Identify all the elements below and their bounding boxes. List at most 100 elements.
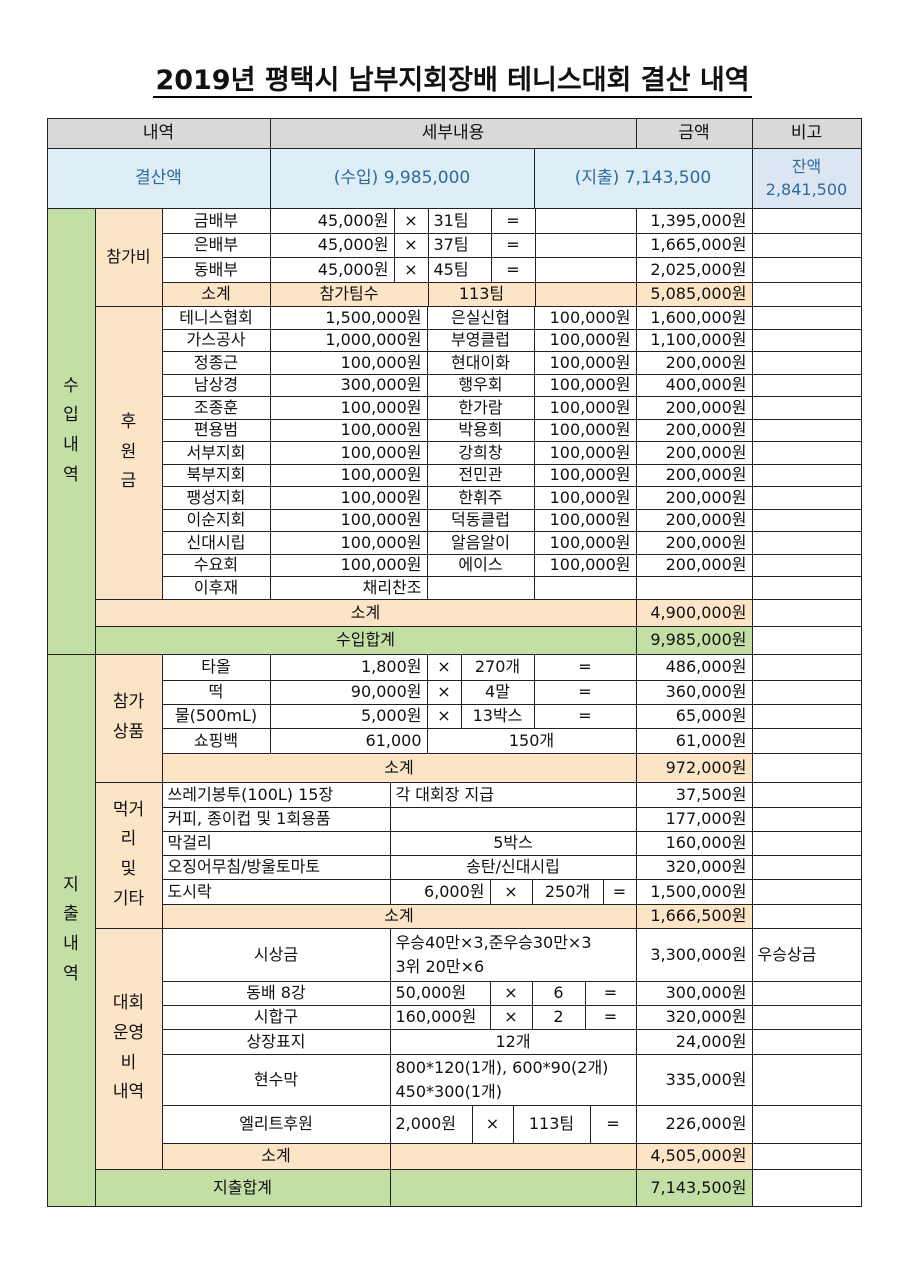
times-sign: × xyxy=(426,679,462,705)
subtotal-label: 소계 xyxy=(161,752,637,783)
sponsor-amount: 1,500,000원 xyxy=(269,305,428,330)
note-cell xyxy=(751,679,862,705)
sponsor-row-total: 200,000원 xyxy=(635,463,753,487)
sponsor-row-total: 200,000원 xyxy=(635,530,753,555)
ops-item-name: 시합구 xyxy=(161,1004,391,1030)
header-item: 내역 xyxy=(46,117,271,149)
sponsor-name: 편용범 xyxy=(161,418,271,442)
sponsor-amount: 100,000원 xyxy=(269,395,428,420)
count: 113팀 xyxy=(512,1104,591,1144)
sponsor-amount: 100,000원 xyxy=(269,485,428,510)
sponsor-name xyxy=(426,575,535,600)
entry-fee-unit: 45,000원 xyxy=(269,256,395,283)
note-cell xyxy=(751,418,862,442)
prize-item-name: 물(500mL) xyxy=(161,703,271,729)
team-count-label: 참가팀수 xyxy=(269,281,429,307)
food-item-amount: 320,000원 xyxy=(635,854,753,880)
entry-fee-unit: 45,000원 xyxy=(269,207,395,234)
times-sign: × xyxy=(393,207,429,234)
sponsor-name: 신대시립 xyxy=(161,530,271,555)
sponsor-amount: 100,000원 xyxy=(533,328,637,352)
times-sign: × xyxy=(489,1004,533,1030)
expense-section-label: 지 출 내 역 xyxy=(46,653,96,1207)
entry-fee-name: 금배부 xyxy=(161,207,271,234)
unit-price: 50,000원 xyxy=(389,980,491,1006)
food-item-amount: 177,000원 xyxy=(635,806,753,832)
food-item-amount: 1,500,000원 xyxy=(635,878,753,905)
empty-cell xyxy=(534,207,637,234)
sponsor-name: 남상경 xyxy=(161,373,271,397)
prize-amount: 360,000원 xyxy=(635,679,753,705)
note-cell xyxy=(751,980,862,1006)
note-cell xyxy=(751,1142,862,1170)
ops-item-name: 상장표지 xyxy=(161,1028,391,1055)
header-amount: 금액 xyxy=(635,117,753,149)
food-item-name: 도시락 xyxy=(161,878,391,905)
sponsor-amount: 100,000원 xyxy=(269,530,428,555)
ops-item-amount: 24,000원 xyxy=(635,1028,753,1055)
note-cell xyxy=(751,553,862,577)
sponsor-amount: 100,000원 xyxy=(533,553,637,577)
food-item-amount: 37,500원 xyxy=(635,781,753,808)
income-total-label: 수입합계 xyxy=(94,625,637,655)
food-label: 먹거 리 및 기타 xyxy=(94,781,163,929)
food-item-name: 커피, 종이컵 및 1회용품 xyxy=(161,806,391,832)
note-cell xyxy=(751,508,862,532)
sponsor-amount: 채리찬조 xyxy=(269,575,428,600)
sponsor-amount: 100,000원 xyxy=(533,418,637,442)
note-cell xyxy=(751,350,862,375)
summary-balance: 잔액 2,841,500 xyxy=(751,147,862,209)
equals-sign: = xyxy=(602,878,637,905)
note-cell xyxy=(751,485,862,510)
equals-sign: = xyxy=(584,980,637,1006)
prize-item-name: 쇼핑백 xyxy=(161,727,271,754)
sponsor-amount: 100,000원 xyxy=(269,508,428,532)
note-cell xyxy=(751,1168,862,1207)
sponsor-amount: 100,000원 xyxy=(533,395,637,420)
ops-item-detail: 12개 xyxy=(389,1028,637,1055)
ops-item-amount: 226,000원 xyxy=(635,1104,753,1144)
note-cell xyxy=(751,463,862,487)
equals-sign: = xyxy=(533,703,637,729)
sponsor-amount: 100,000원 xyxy=(533,485,637,510)
prize-count: 4말 xyxy=(460,679,535,705)
operations-label: 대회 운영 비 내역 xyxy=(94,927,163,1170)
sponsor-name: 행우회 xyxy=(426,373,535,397)
sponsor-name: 팽성지회 xyxy=(161,485,271,510)
subtotal-label: 소계 xyxy=(161,903,637,929)
prize-unit-price: 1,800원 xyxy=(269,653,428,681)
sponsor-name: 에이스 xyxy=(426,553,535,577)
prize-unit-price: 5,000원 xyxy=(269,703,428,729)
times-sign: × xyxy=(471,1104,514,1144)
note-cell xyxy=(751,752,862,783)
sponsor-row-total: 200,000원 xyxy=(635,553,753,577)
note-cell xyxy=(751,1028,862,1055)
sponsor-name: 이순지회 xyxy=(161,508,271,532)
summary-label: 결산액 xyxy=(46,147,271,209)
equals-sign: = xyxy=(589,1104,637,1144)
sponsor-row-total: 200,000원 xyxy=(635,440,753,465)
sponsor-amount: 100,000원 xyxy=(269,553,428,577)
prize-unit-price: 90,000원 xyxy=(269,679,428,705)
empty-cell xyxy=(534,281,637,307)
food-item-name: 오징어무침/방울토마토 xyxy=(161,854,391,880)
prize-amount: 61,000원 xyxy=(635,727,753,754)
note-cell xyxy=(751,1053,862,1106)
ops-item-detail: 우승40만×3,준우승30만×3 3위 20만×6 xyxy=(389,927,637,982)
ops-item-name: 시상금 xyxy=(161,927,391,982)
equals-sign: = xyxy=(490,232,536,258)
food-item-detail xyxy=(389,806,637,832)
entry-fee-label: 참가비 xyxy=(94,207,163,307)
sponsor-name: 수요회 xyxy=(161,553,271,577)
title-text: 2019년 평택시 남부지회장배 테니스대회 결산 내역 xyxy=(153,65,752,98)
food-item-detail: 5박스 xyxy=(389,830,637,856)
empty-cell xyxy=(389,1142,637,1170)
sponsor-name: 부영클럽 xyxy=(426,328,535,352)
sponsor-amount: 100,000원 xyxy=(533,463,637,487)
prize-count: 270개 xyxy=(460,653,535,681)
unit-price: 6,000원 xyxy=(389,878,491,905)
note-cell xyxy=(751,395,862,420)
sponsor-row-total: 400,000원 xyxy=(635,373,753,397)
sponsor-name: 덕동클럽 xyxy=(426,508,535,532)
sponsor-row-total xyxy=(635,575,753,600)
